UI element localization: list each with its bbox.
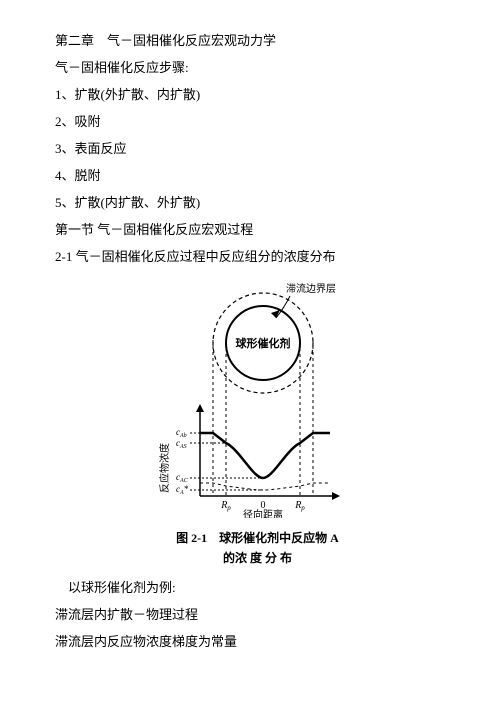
section-2-title: 2-1 气－固相催化反应过程中反应组分的浓度分布: [55, 244, 460, 270]
step-3: 3、表面反应: [55, 136, 460, 162]
boundary-layer-label: 滞流边界层: [286, 282, 336, 295]
intro-line: 气－固相催化反应步骤:: [55, 55, 460, 81]
ytick-cac: cAC: [176, 472, 189, 484]
xtick-right: Rp: [294, 500, 305, 512]
ytick-ca: cA*: [176, 484, 189, 496]
tail-line-1: 以球形催化剂为例:: [55, 575, 460, 601]
step-2: 2、吸附: [55, 109, 460, 135]
figure-caption-line2: 的浓 度 分 布: [176, 548, 339, 568]
step-1: 1、扩散(外扩散、内扩散): [55, 82, 460, 108]
figure-caption-line1: 图 2-1 球形催化剂中反应物 A: [176, 528, 339, 548]
figure-2-1: 滞流边界层 球形催化剂 cAb cAS cAC cA*: [55, 278, 460, 569]
xtick-left: Rp: [220, 500, 231, 512]
section-1-title: 第一节 气－固相催化反应宏观过程: [55, 217, 460, 243]
y-axis-label: 反应物浓度: [158, 443, 171, 493]
step-5: 5、扩散(内扩散、外扩散): [55, 190, 460, 216]
step-4: 4、脱附: [55, 163, 460, 189]
tail-line-2: 滞流层内扩散－物理过程: [55, 602, 460, 628]
figure-caption: 图 2-1 球形催化剂中反应物 A 的浓 度 分 布: [176, 528, 339, 569]
x-axis-label: 径向距离: [243, 508, 283, 518]
figure-diagram: 滞流边界层 球形催化剂 cAb cAS cAC cA*: [158, 278, 358, 518]
chapter-title: 第二章 气－固相催化反应宏观动力学: [55, 28, 460, 54]
ytick-cas: cAS: [176, 438, 187, 450]
catalyst-center-label: 球形催化剂: [235, 336, 290, 350]
tail-line-3: 滞流层内反应物浓度梯度为常量: [55, 629, 460, 655]
